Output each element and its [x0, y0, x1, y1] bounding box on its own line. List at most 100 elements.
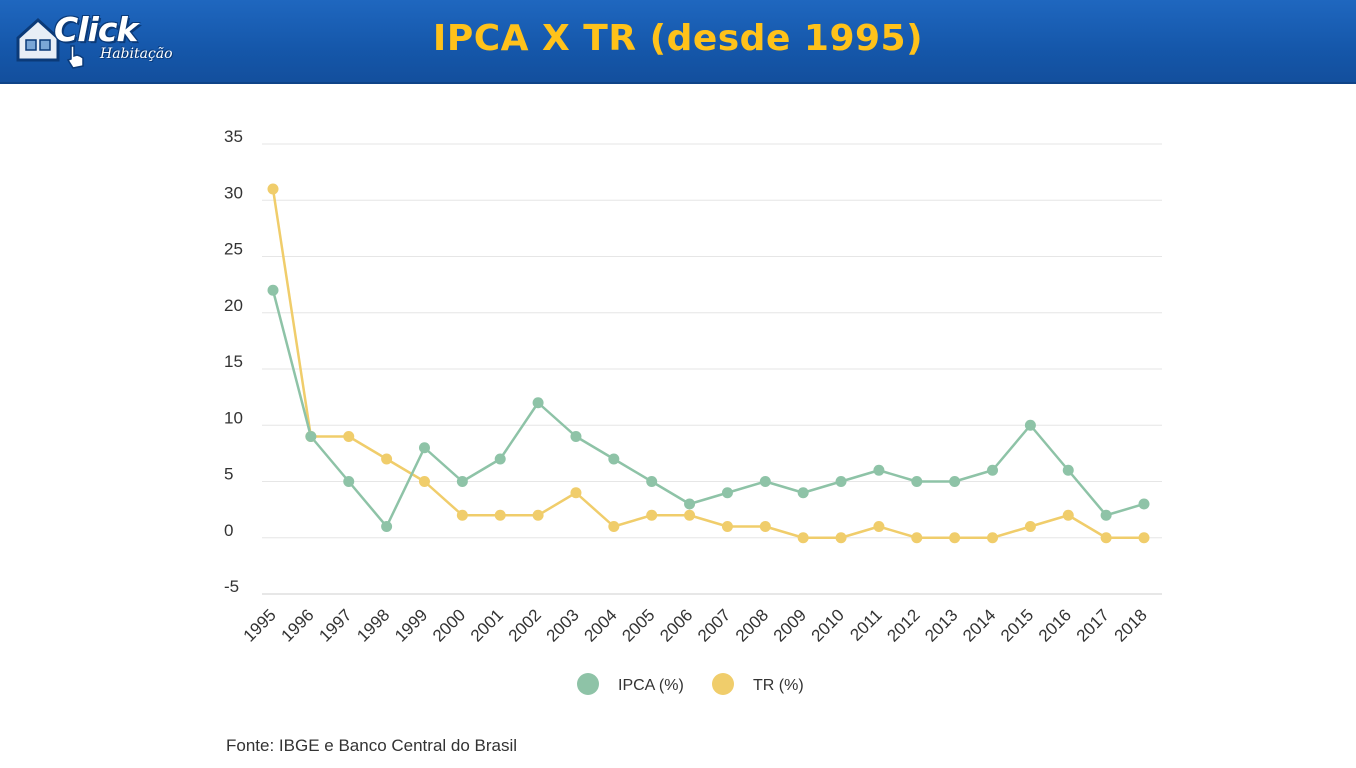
x-tick-label: 2000 — [429, 605, 469, 645]
x-tick-label: 1995 — [240, 605, 280, 645]
y-tick-label: 35 — [224, 127, 243, 146]
data-point-ipca — [570, 431, 582, 442]
data-point-ipca — [418, 442, 430, 454]
x-tick-label: 2016 — [1035, 605, 1075, 645]
data-point-tr — [267, 183, 279, 195]
x-tick-label: 2007 — [694, 605, 734, 645]
data-point-ipca — [684, 498, 696, 510]
data-point-ipca — [759, 476, 771, 487]
data-point-tr — [797, 532, 809, 544]
data-point-tr — [911, 532, 923, 544]
x-tick-label: 2015 — [997, 605, 1037, 645]
data-point-tr — [1138, 532, 1150, 544]
data-point-ipca — [456, 476, 468, 487]
x-tick-label: 1998 — [353, 605, 393, 645]
data-point-ipca — [608, 453, 620, 465]
x-tick-label: 2006 — [656, 605, 696, 645]
data-point-ipca — [1100, 509, 1112, 521]
legend-label-tr: TR (%) — [753, 677, 804, 694]
x-tick-label: 2012 — [883, 605, 923, 645]
click-habitacao-logo[interactable]: Click Habitação — [14, 10, 174, 72]
data-point-ipca — [646, 476, 658, 487]
data-point-tr — [835, 532, 847, 544]
x-tick-label: 2018 — [1111, 605, 1151, 645]
data-point-ipca — [911, 476, 923, 487]
y-tick-label: 0 — [224, 521, 233, 540]
data-point-tr — [684, 509, 696, 521]
data-point-tr — [1100, 532, 1112, 544]
data-point-tr — [873, 521, 885, 532]
source-note: Fonte: IBGE e Banco Central do Brasil — [226, 736, 518, 755]
data-point-tr — [646, 509, 658, 521]
grid-lines — [262, 143, 1162, 595]
x-tick-label: 2010 — [808, 605, 848, 645]
data-point-ipca — [305, 431, 317, 442]
data-point-tr — [456, 509, 468, 521]
x-axis-ticks: 1995199619971998199920002001200220032004… — [240, 605, 1151, 645]
header-banner: Click Habitação IPCA X TR (desde 1995) — [0, 0, 1356, 84]
series-layer — [267, 183, 1150, 544]
series-line-ipca — [271, 289, 1145, 528]
x-tick-label: 1999 — [391, 605, 431, 645]
x-tick-label: 1996 — [278, 605, 318, 645]
x-tick-label: 2002 — [505, 605, 545, 645]
x-tick-label: 2009 — [770, 605, 810, 645]
x-tick-label: 2003 — [543, 605, 583, 645]
data-point-ipca — [1138, 498, 1150, 510]
data-point-tr — [418, 476, 430, 487]
data-point-tr — [608, 521, 620, 532]
data-point-tr — [721, 521, 733, 532]
data-point-ipca — [343, 476, 355, 487]
data-point-ipca — [797, 487, 809, 499]
data-point-ipca — [267, 284, 279, 296]
data-point-tr — [759, 521, 771, 532]
legend-marker-ipca — [577, 673, 599, 695]
data-point-tr — [381, 453, 393, 465]
x-tick-label: 2005 — [618, 605, 658, 645]
data-point-ipca — [987, 464, 999, 476]
y-tick-label: 25 — [224, 240, 243, 259]
y-tick-label: -5 — [224, 577, 239, 596]
hand-cursor-icon — [66, 45, 84, 69]
legend: IPCA (%) TR (%) — [577, 673, 804, 695]
x-tick-label: 2011 — [846, 605, 885, 644]
data-point-ipca — [494, 453, 506, 465]
y-tick-label: 10 — [224, 408, 243, 427]
series-line-tr — [271, 188, 1144, 539]
data-point-tr — [494, 509, 506, 521]
data-point-tr — [1062, 509, 1074, 521]
data-point-ipca — [949, 476, 961, 487]
data-point-ipca — [381, 521, 393, 532]
logo-subtitle: Habitação — [100, 46, 173, 62]
x-tick-label: 1997 — [315, 605, 355, 645]
legend-label-ipca: IPCA (%) — [618, 677, 684, 694]
data-point-ipca — [721, 487, 733, 499]
data-point-tr — [1024, 521, 1036, 532]
x-tick-label: 2014 — [959, 605, 999, 645]
data-point-ipca — [1024, 419, 1036, 431]
data-point-tr — [532, 509, 544, 521]
legend-marker-tr — [712, 673, 734, 695]
logo-word: Click — [54, 10, 138, 49]
y-tick-label: 20 — [224, 296, 243, 315]
data-point-tr — [949, 532, 961, 544]
x-tick-label: 2013 — [921, 605, 961, 645]
house-icon — [16, 17, 60, 62]
y-tick-label: 30 — [224, 183, 243, 202]
data-point-ipca — [835, 476, 847, 487]
x-tick-label: 2008 — [732, 605, 772, 645]
data-point-tr — [343, 431, 355, 442]
x-tick-label: 2001 — [467, 605, 507, 645]
data-point-ipca — [532, 397, 544, 409]
data-point-tr — [570, 487, 582, 499]
y-tick-label: 15 — [224, 352, 243, 371]
page-title: IPCA X TR (desde 1995) — [432, 18, 924, 59]
y-axis-ticks: 35 30 25 20 15 10 5 0 -5 — [224, 127, 243, 596]
y-tick-label: 5 — [224, 465, 233, 484]
x-tick-label: 2017 — [1073, 605, 1113, 645]
x-tick-label: 2004 — [580, 605, 620, 645]
data-point-ipca — [1062, 464, 1074, 476]
data-point-ipca — [873, 464, 885, 476]
data-point-tr — [987, 532, 999, 544]
